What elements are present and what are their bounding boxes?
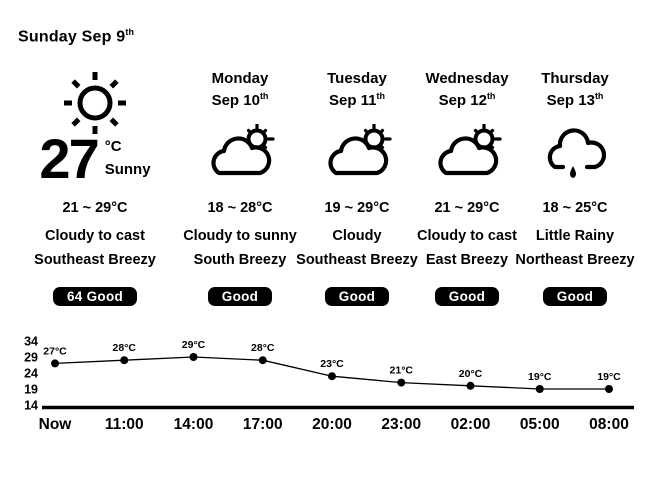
forecast-day: Tuesday: [327, 70, 387, 87]
forecast-wind: South Breezy: [193, 252, 287, 268]
current-air-quality: 64 Good: [10, 287, 180, 306]
svg-text:29: 29: [24, 351, 38, 365]
svg-text:24: 24: [24, 367, 38, 381]
svg-text:08:00: 08:00: [589, 416, 629, 433]
svg-text:02:00: 02:00: [451, 416, 491, 433]
svg-text:19°C: 19°C: [597, 371, 621, 383]
forecast-wind: Southeast Breezy: [296, 252, 418, 268]
forecast-air-quality: Good: [400, 287, 534, 306]
page-title: Sunday Sep 9th: [18, 27, 135, 46]
forecast-air-quality: Good: [508, 287, 642, 306]
forecast-summary: Cloudy: [332, 228, 382, 244]
svg-text:05:00: 05:00: [520, 416, 560, 433]
svg-text:23°C: 23°C: [320, 358, 344, 370]
svg-text:11:00: 11:00: [105, 416, 144, 433]
air-quality-badge: Good: [324, 287, 390, 306]
forecast-air-quality: Good: [294, 287, 420, 306]
current-wind: Southeast Breezy: [34, 252, 156, 268]
air-quality-badge: 64 Good: [52, 287, 138, 306]
svg-text:19°C: 19°C: [528, 371, 552, 383]
svg-text:28°C: 28°C: [251, 342, 275, 354]
svg-text:14: 14: [24, 399, 38, 413]
current-summary: Cloudy to cast: [45, 228, 145, 244]
svg-text:17:00: 17:00: [243, 416, 283, 433]
forecast-temp-range: 18 ~ 25°C: [542, 200, 608, 216]
forecast-air-quality: Good: [172, 287, 308, 306]
svg-text:19: 19: [24, 383, 38, 397]
forecast-wind: Northeast Breezy: [515, 252, 635, 268]
forecast-column-tuesday[interactable]: Tuesday Sep 11th 19 ~ 29°C Cloudy Southe…: [294, 70, 420, 320]
forecast-date: Sep 10th: [211, 91, 269, 109]
current-temp-block: 27 °C Sunny: [10, 127, 180, 190]
svg-text:28°C: 28°C: [113, 342, 137, 354]
current-condition: Sunny: [104, 160, 151, 178]
rain-cloud-icon: [508, 120, 642, 186]
forecast-day: Monday: [211, 70, 269, 87]
forecast-column-monday[interactable]: Monday Sep 10th 18 ~ 28°C Cloudy to sunn…: [172, 70, 308, 320]
svg-text:20:00: 20:00: [312, 416, 352, 433]
temperature-chart: 34 29 24 19 14 27°C Now 28°C 11:00 29°C 14:00 28°C 1…: [24, 335, 634, 433]
forecast-temp-range: 19 ~ 29°C: [324, 200, 390, 216]
forecast-wind: East Breezy: [425, 252, 509, 268]
current-weather-column: 27 °C Sunny 21 ~ 29°C Cloudy to cast Sou…: [10, 70, 180, 320]
air-quality-badge: Good: [434, 287, 500, 306]
svg-text:29°C: 29°C: [182, 339, 206, 351]
svg-text:21°C: 21°C: [390, 365, 414, 377]
forecast-date: Sep 13th: [546, 91, 604, 109]
svg-text:27°C: 27°C: [43, 345, 67, 357]
svg-text:34: 34: [24, 335, 38, 349]
svg-text:20°C: 20°C: [459, 368, 483, 380]
forecast-summary: Little Rainy: [535, 228, 615, 244]
forecast-column-wednesday[interactable]: Wednesday Sep 12th 21 ~ 29°C Cloudy to c…: [400, 70, 534, 320]
forecast-day: Thursday: [541, 70, 609, 87]
forecast-summary: Cloudy to sunny: [183, 228, 297, 244]
svg-text:14:00: 14:00: [174, 416, 214, 433]
current-temp-range: 21 ~ 29°C: [62, 200, 128, 216]
forecast-column-thursday[interactable]: Thursday Sep 13th 18 ~ 25°C Little Rainy…: [508, 70, 642, 320]
cloud-sun-icon: [172, 120, 308, 186]
air-quality-badge: Good: [207, 287, 273, 306]
svg-text:Now: Now: [39, 416, 73, 433]
forecast-date: Sep 12th: [438, 91, 496, 109]
forecast-summary: Cloudy to cast: [417, 228, 517, 244]
forecast-day: Wednesday: [425, 70, 509, 87]
date-suffix: th: [125, 27, 135, 37]
current-temp-unit: °C: [104, 138, 122, 156]
forecast-temp-range: 21 ~ 29°C: [434, 200, 500, 216]
forecast-temp-range: 18 ~ 28°C: [207, 200, 273, 216]
svg-text:23:00: 23:00: [381, 416, 421, 433]
forecast-date: Sep 11th: [328, 91, 386, 109]
air-quality-badge: Good: [542, 287, 608, 306]
current-temp-value: 27: [39, 127, 99, 190]
